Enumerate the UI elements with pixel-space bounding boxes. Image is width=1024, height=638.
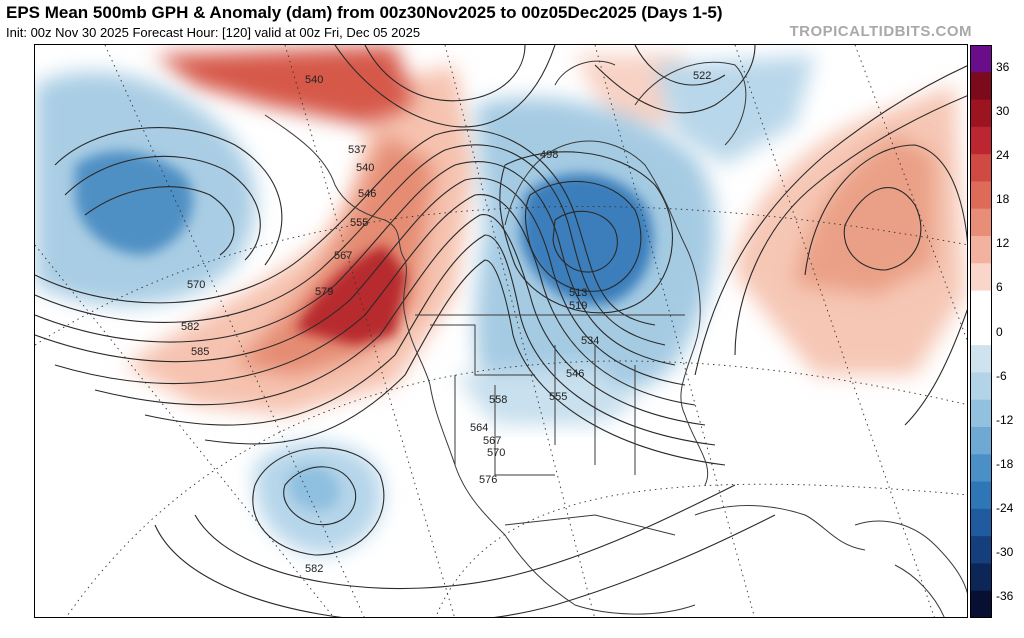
colorbar-swatch [970, 563, 992, 592]
map-title: EPS Mean 500mb GPH & Anomaly (dam) from … [6, 3, 723, 22]
colorbar-tick-label: -24 [996, 500, 1014, 515]
colorbar-tick-label: -12 [996, 412, 1014, 427]
colorbar-swatch [970, 72, 992, 101]
colorbar-tick-label: 12 [996, 236, 1010, 251]
contour-label: 582 [305, 563, 323, 575]
contour-label: 570 [487, 447, 505, 459]
colorbar-swatch [970, 345, 992, 373]
colorbar-tick-label: -30 [996, 544, 1014, 559]
cold-anomaly-aleutian-core [75, 151, 193, 255]
contour-label: 555 [350, 217, 368, 229]
contour-label: 534 [581, 335, 599, 347]
contour-label: 519 [569, 300, 587, 312]
warm-anomaly-atlantic-core [795, 135, 935, 295]
contour-label: 546 [566, 368, 584, 380]
colorbar-swatch [970, 590, 992, 618]
watermark: TROPICALTIDBITS.COM [789, 23, 972, 40]
cold-anomaly-north [655, 55, 815, 165]
coastlines [264, 60, 967, 617]
colorbar-swatch [970, 536, 992, 564]
contour-label: 540 [356, 162, 374, 174]
colorbar-tick-label: -18 [996, 456, 1014, 471]
contour-labels: 540 537 540 546 555 567 579 570 582 585 … [181, 70, 711, 575]
colorbar-swatch [970, 317, 992, 346]
colorbar-swatch [970, 454, 992, 483]
graticule [35, 45, 967, 617]
contour-label: 570 [187, 279, 205, 291]
colorbar-swatch [970, 154, 992, 182]
colorbar-tick-label: 24 [996, 148, 1010, 163]
cold-anomaly-central-us [455, 365, 635, 425]
colorbar-tick-label: -6 [996, 368, 1007, 383]
contour-label: 513 [569, 287, 587, 299]
colorbar-swatch [970, 481, 992, 510]
contour-label: 558 [489, 394, 507, 406]
colorbar-tick-label: 18 [996, 192, 1010, 207]
colorbar-swatch [970, 126, 992, 155]
colorbar-tick-label: 30 [996, 104, 1010, 119]
colorbar-swatch [970, 236, 992, 264]
colorbar-border [970, 45, 992, 618]
colorbar-swatch [970, 508, 992, 537]
contour-label: 567 [483, 435, 501, 447]
colorbar-swatch [970, 263, 992, 292]
colorbar-tick-label: 36 [996, 60, 1010, 74]
contour-label: 585 [191, 346, 209, 358]
colorbar-swatch [970, 372, 992, 401]
colorbar-swatch [970, 45, 992, 73]
contour-label: 555 [549, 391, 567, 403]
forecast-map: 540 537 540 546 555 567 579 570 582 585 … [34, 44, 968, 618]
contour-label: 564 [470, 422, 488, 434]
contour-label: 498 [540, 149, 558, 161]
contour-label: 582 [181, 321, 199, 333]
contour-label: 522 [693, 70, 711, 82]
contour-label: 540 [305, 74, 323, 86]
colorbar-swatch [970, 181, 992, 210]
colorbar-swatch [970, 99, 992, 128]
contour-label: 537 [348, 144, 366, 156]
colorbar-tick-label: -36 [996, 589, 1014, 603]
colorbar-tick-label: 6 [996, 280, 1003, 295]
map-subtitle: Init: 00z Nov 30 2025 Forecast Hour: [12… [6, 25, 421, 40]
contour-label: 546 [358, 188, 376, 200]
colorbar-swatch [970, 399, 992, 428]
colorbar-swatch [970, 208, 992, 237]
anomaly-shading [35, 45, 965, 555]
colorbar-tick-label: 0 [996, 324, 1003, 339]
height-contours [35, 45, 967, 617]
cold-anomaly-cutoff-core [288, 466, 340, 511]
contour-label: 576 [479, 474, 497, 486]
colorbar [970, 45, 992, 618]
warm-anomaly-pacific-max [295, 245, 407, 345]
colorbar-swatch [970, 290, 992, 319]
contour-label: 567 [334, 250, 352, 262]
contour-label: 579 [315, 286, 333, 298]
colorbar-swatch [970, 427, 992, 455]
